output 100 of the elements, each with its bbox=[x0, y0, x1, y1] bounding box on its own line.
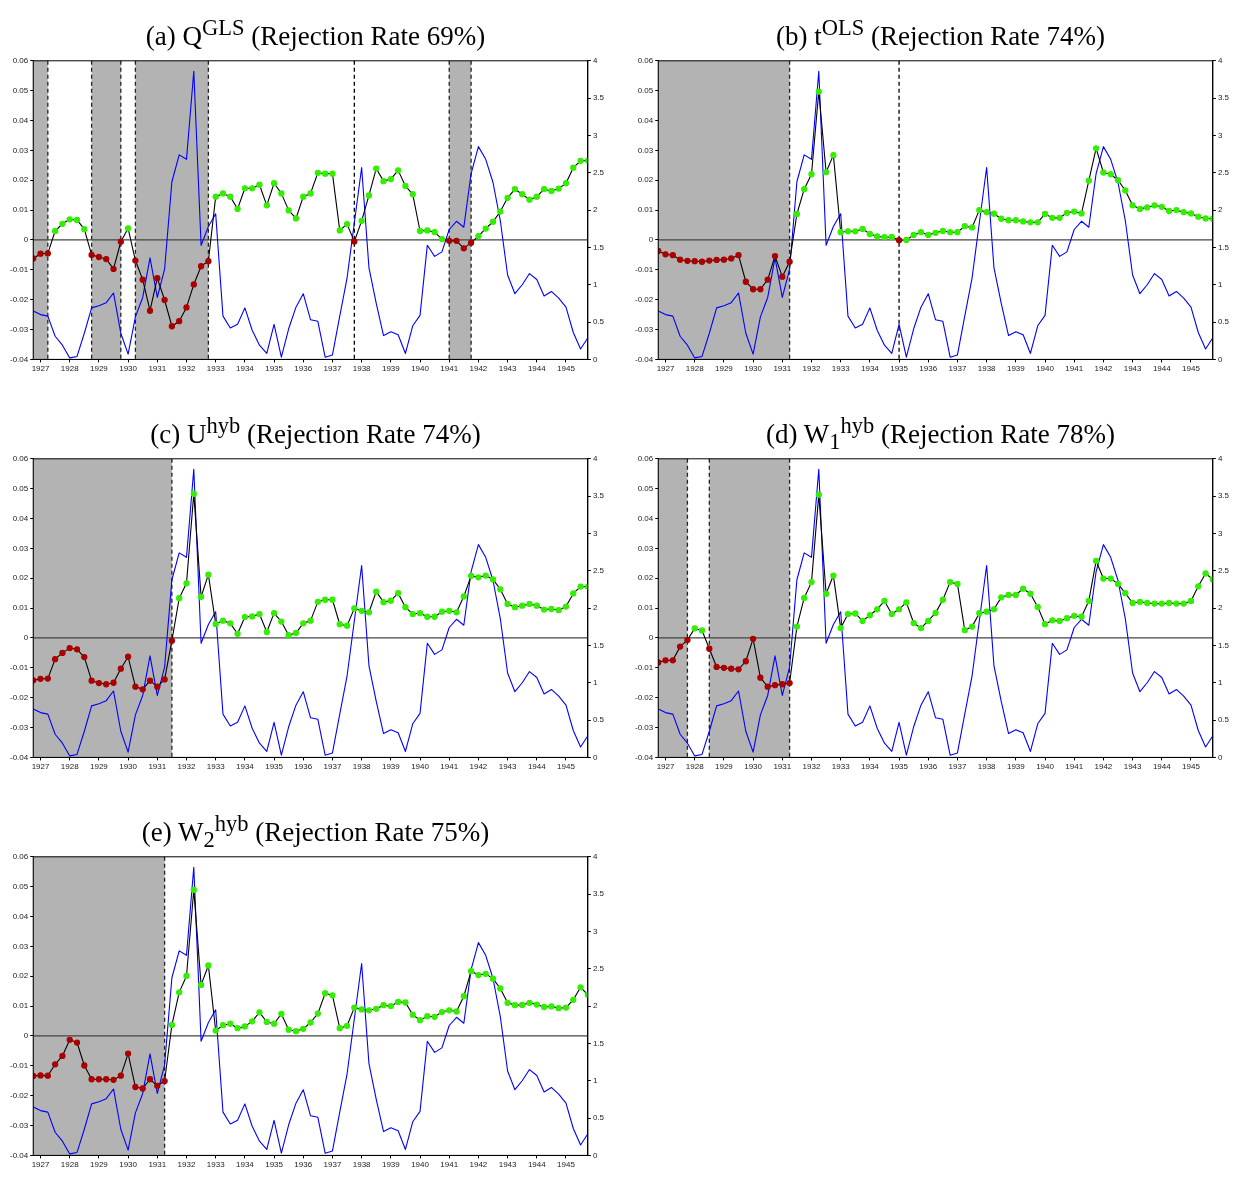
x-tick-label: 1927 bbox=[31, 1160, 50, 1170]
y2-tick-label: 2 bbox=[1217, 205, 1223, 215]
y2-tick-label: 2 bbox=[592, 1001, 598, 1011]
x-tick-label: 1929 bbox=[90, 762, 109, 772]
x-tick-label: 1939 bbox=[1006, 762, 1026, 772]
x-tick-label: 1927 bbox=[656, 762, 675, 772]
x-tick-label: 1928 bbox=[685, 364, 705, 374]
y-tick-label: -0.02 bbox=[10, 294, 29, 304]
y2-tick-label: 2.5 bbox=[592, 565, 605, 575]
x-tick-label: 1936 bbox=[919, 762, 938, 772]
y-tick-label: 0.04 bbox=[12, 115, 29, 125]
y-tick-label: -0.04 bbox=[635, 752, 654, 762]
x-tick-label: 1930 bbox=[744, 364, 763, 374]
x-tick-label: 1931 bbox=[148, 364, 167, 374]
y-tick-label: 0.04 bbox=[12, 911, 29, 921]
x-tick-label: 1935 bbox=[265, 1160, 284, 1170]
y-tick-label: 0.03 bbox=[637, 145, 654, 155]
x-tick-label: 1933 bbox=[831, 364, 851, 374]
y-tick-label: 0.01 bbox=[637, 603, 654, 613]
x-tick-label: 1932 bbox=[177, 762, 196, 772]
y-tick-label: -0.04 bbox=[10, 1150, 29, 1160]
y-tick-label: 0.05 bbox=[637, 483, 654, 493]
x-tick-label: 1945 bbox=[557, 1160, 576, 1170]
y-tick-label: 0.03 bbox=[12, 941, 29, 951]
x-tick-label: 1938 bbox=[977, 364, 997, 374]
x-tick-label: 1935 bbox=[890, 762, 909, 772]
x-tick-label: 1929 bbox=[90, 1160, 109, 1170]
y-tick-label: 0.02 bbox=[12, 175, 29, 185]
y-tick-label: 0.04 bbox=[637, 513, 654, 523]
y2-tick-label: 4 bbox=[592, 852, 598, 861]
y-tick-label: 0.06 bbox=[12, 454, 29, 463]
x-tick-label: 1927 bbox=[656, 364, 675, 374]
y-tick-label: -0.03 bbox=[10, 722, 29, 732]
x-tick-label: 1933 bbox=[831, 762, 851, 772]
x-tick-label: 1940 bbox=[411, 364, 430, 374]
x-tick-label: 1940 bbox=[411, 1160, 430, 1170]
x-tick-label: 1937 bbox=[323, 364, 342, 374]
chart-title: (b) t$^{OLS}$ (Rejection Rate 74%) bbox=[775, 14, 1106, 53]
y2-tick-label: 0.5 bbox=[592, 715, 605, 725]
y-tick-label: 0.01 bbox=[637, 205, 654, 215]
x-tick-label: 1945 bbox=[557, 364, 576, 374]
x-tick-label: 1931 bbox=[773, 364, 792, 374]
x-tick-label: 1930 bbox=[119, 762, 138, 772]
y-tick-label: -0.03 bbox=[635, 722, 654, 732]
x-tick-label: 1937 bbox=[948, 762, 967, 772]
y2-tick-label: 1.5 bbox=[1217, 640, 1230, 650]
x-tick-label: 1929 bbox=[715, 364, 734, 374]
x-tick-label: 1942 bbox=[1094, 762, 1113, 772]
x-tick-label: 1927 bbox=[31, 762, 50, 772]
x-tick-label: 1944 bbox=[527, 1160, 547, 1170]
x-tick-label: 1945 bbox=[1182, 364, 1201, 374]
y-tick-label: -0.02 bbox=[635, 692, 654, 702]
x-tick-label: 1928 bbox=[60, 1160, 80, 1170]
x-tick-label: 1943 bbox=[1123, 762, 1143, 772]
y2-tick-label: 1 bbox=[1217, 677, 1223, 687]
x-tick-label: 1929 bbox=[90, 364, 109, 374]
y-tick-label: 0.01 bbox=[12, 205, 29, 215]
y-tick-label: 0.05 bbox=[12, 483, 29, 493]
y2-tick-label: 4 bbox=[592, 56, 598, 65]
y-tick-label: -0.04 bbox=[10, 752, 29, 762]
y2-tick-label: 1 bbox=[592, 677, 598, 687]
y2-tick-label: 1 bbox=[592, 1075, 598, 1085]
x-tick-label: 1944 bbox=[1152, 364, 1172, 374]
y-tick-label: -0.01 bbox=[10, 663, 29, 673]
y-tick-label: -0.03 bbox=[10, 324, 29, 334]
y-tick-label: 0.02 bbox=[12, 971, 29, 981]
y-tick-label: 0 bbox=[23, 633, 29, 643]
x-tick-label: 1935 bbox=[890, 364, 909, 374]
y2-tick-label: 1.5 bbox=[592, 640, 605, 650]
x-tick-label: 1938 bbox=[352, 762, 372, 772]
y2-tick-label: 0 bbox=[592, 1150, 598, 1160]
x-tick-label: 1942 bbox=[469, 364, 488, 374]
y2-tick-label: 0.5 bbox=[592, 317, 605, 327]
y2-tick-label: 3 bbox=[1217, 528, 1223, 538]
x-tick-label: 1944 bbox=[527, 762, 547, 772]
y-tick-label: 0.03 bbox=[637, 543, 654, 553]
y2-tick-label: 1.5 bbox=[592, 242, 605, 252]
x-tick-label: 1932 bbox=[177, 1160, 196, 1170]
x-tick-label: 1943 bbox=[498, 1160, 518, 1170]
y2-tick-label: 2 bbox=[1217, 603, 1223, 613]
chart-title: (d) W$_{1}$$^{hyb}$ (Rejection Rate 78%) bbox=[765, 412, 1116, 455]
x-tick-label: 1938 bbox=[352, 1160, 372, 1170]
x-tick-label: 1942 bbox=[1094, 364, 1113, 374]
chart-title: (c) U$^{hyb}$ (Rejection Rate 74%) bbox=[149, 412, 482, 451]
y2-tick-label: 4 bbox=[592, 454, 598, 463]
y-tick-label: -0.02 bbox=[10, 692, 29, 702]
y2-tick-label: 3.5 bbox=[592, 93, 605, 103]
x-tick-label: 1936 bbox=[919, 364, 938, 374]
y2-tick-label: 3 bbox=[592, 130, 598, 140]
x-tick-label: 1941 bbox=[1065, 762, 1084, 772]
y-tick-label: 0.02 bbox=[637, 175, 654, 185]
y2-tick-label: 3.5 bbox=[1217, 93, 1230, 103]
x-tick-label: 1936 bbox=[294, 762, 313, 772]
x-tick-label: 1938 bbox=[352, 364, 372, 374]
x-tick-label: 1934 bbox=[235, 762, 255, 772]
x-tick-label: 1930 bbox=[119, 364, 138, 374]
y-tick-label: 0.04 bbox=[12, 513, 29, 523]
y2-tick-label: 3 bbox=[592, 528, 598, 538]
x-tick-label: 1941 bbox=[440, 762, 459, 772]
y-tick-label: 0.01 bbox=[12, 603, 29, 613]
